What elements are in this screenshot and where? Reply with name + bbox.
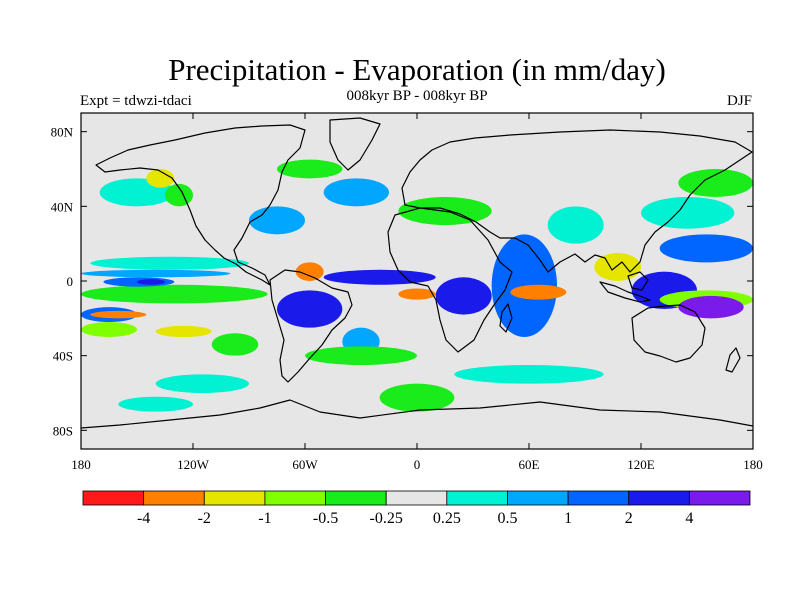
field-region-3 xyxy=(81,269,231,278)
colorbar-label-5: 0.25 xyxy=(433,510,461,527)
coastline-borneo xyxy=(627,271,649,291)
colorbar-swatch-10 xyxy=(688,490,751,506)
field-region-17 xyxy=(295,262,324,281)
colorbar-swatch-7 xyxy=(507,490,569,506)
x-tick-label-5: 120E xyxy=(627,457,655,472)
colorbar-swatch-8 xyxy=(567,490,630,506)
colorbar-swatch-4 xyxy=(325,490,387,506)
field-region-2 xyxy=(90,256,249,270)
map-field xyxy=(81,113,753,449)
x-tick-label-0: 180 xyxy=(71,457,91,472)
colorbar: -4 -2 -1 -0.5 -0.25 0.25 0.5 1 2 4 xyxy=(82,490,751,527)
field-region-26 xyxy=(547,206,604,244)
y-tick-label-2: 0 xyxy=(67,274,74,289)
field-region-30 xyxy=(678,295,744,319)
field-region-34 xyxy=(305,346,417,365)
field-region-33 xyxy=(678,169,753,197)
coastline-madagascar xyxy=(499,303,513,333)
colorbar-swatch-9 xyxy=(628,490,690,506)
experiment-label: Expt = tdwzi-tdaci xyxy=(80,93,192,109)
colorbar-label-2: -1 xyxy=(258,510,271,527)
field-region-15 xyxy=(323,178,390,207)
colorbar-label-7: 1 xyxy=(564,510,572,527)
field-region-14 xyxy=(249,206,305,235)
field-region-10 xyxy=(211,333,259,356)
coastline-north-america xyxy=(95,124,306,286)
field-region-24 xyxy=(510,284,567,300)
colorbar-label-4: -0.25 xyxy=(370,510,403,527)
field-region-20 xyxy=(323,269,436,285)
x-tick-label-2: 60W xyxy=(292,457,318,472)
field-region-38 xyxy=(118,396,193,412)
colorbar-swatch-5 xyxy=(385,490,448,506)
x-tick-label-4: 60E xyxy=(519,457,540,472)
colorbar-label-1: -2 xyxy=(198,510,211,527)
coastline-africa xyxy=(387,207,513,353)
field-region-8 xyxy=(81,322,137,337)
colorbar-swatch-2 xyxy=(203,490,266,506)
x-tick-label-6: 180 xyxy=(743,457,763,472)
colorbar-label-0: -4 xyxy=(137,510,150,527)
colorbar-label-9: 4 xyxy=(685,510,693,527)
coastline-new-zealand xyxy=(725,347,741,373)
field-region-36 xyxy=(454,365,604,384)
x-axis: 180 120W 60W 0 60E 120E 180 xyxy=(71,113,763,472)
field-region-9 xyxy=(155,325,212,337)
field-region-21 xyxy=(398,288,436,300)
colorbar-swatch-1 xyxy=(143,490,205,506)
chart-subtitle: 008kyr BP - 008kyr BP xyxy=(346,88,488,104)
x-tick-label-1: 120W xyxy=(177,457,210,472)
y-tick-label-1: 40N xyxy=(51,199,74,214)
colorbar-label-6: 0.5 xyxy=(497,510,517,527)
field-region-16 xyxy=(277,159,343,179)
field-region-37 xyxy=(379,383,455,412)
coastline-greenland xyxy=(329,117,381,171)
field-region-1 xyxy=(81,284,268,304)
coastline-indonesia xyxy=(599,281,651,303)
colorbar-swatch-0 xyxy=(82,490,145,506)
coastline-eurasia xyxy=(401,129,753,273)
field-region-32 xyxy=(641,197,735,229)
x-tick-label-3: 0 xyxy=(414,457,421,472)
y-axis: 80N 40N 0 40S 80S xyxy=(51,125,753,438)
coastline-australia xyxy=(631,304,706,363)
colorbar-label-3: -0.5 xyxy=(313,510,338,527)
field-region-5 xyxy=(137,279,165,285)
chart-title: Precipitation - Evaporation (in mm/day) xyxy=(168,52,666,87)
field-region-12 xyxy=(146,169,175,188)
coastline-antarctica xyxy=(81,399,753,429)
field-region-31 xyxy=(659,234,753,263)
y-tick-label-3: 40S xyxy=(53,349,73,364)
colorbar-swatch-6 xyxy=(446,490,508,506)
coastline-south-america xyxy=(269,269,353,383)
colorbar-swatch-3 xyxy=(264,490,326,506)
colorbar-label-8: 2 xyxy=(625,510,633,527)
field-region-22 xyxy=(435,277,492,315)
field-region-35 xyxy=(155,374,249,393)
y-tick-label-4: 80S xyxy=(53,423,73,438)
field-region-7 xyxy=(90,310,147,319)
season-label: DJF xyxy=(726,93,752,109)
coastlines xyxy=(81,117,753,429)
y-tick-label-0: 80N xyxy=(51,125,74,140)
field-region-18 xyxy=(277,290,343,328)
